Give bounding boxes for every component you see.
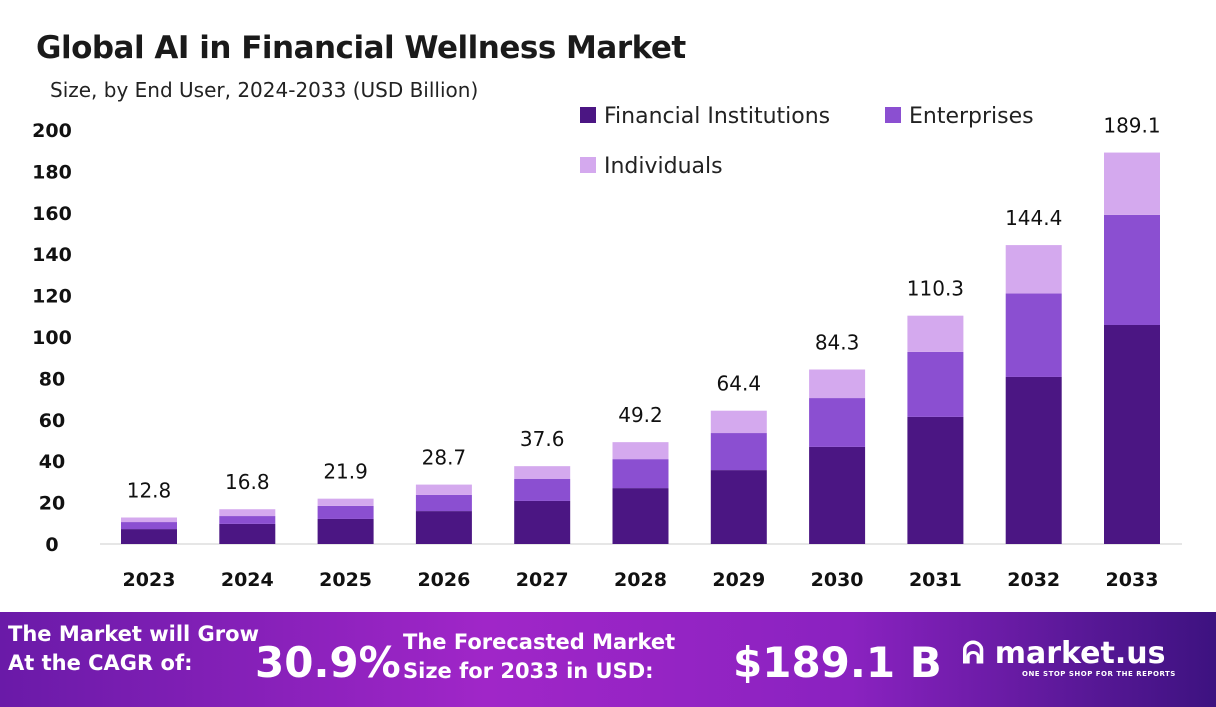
y-tick-label: 40 (39, 451, 65, 473)
forecast-value: $189.1 B (733, 638, 942, 687)
bar-segment (809, 446, 866, 544)
total-label: 37.6 (520, 427, 565, 451)
bar-segment (219, 516, 276, 524)
bar-segment (1104, 152, 1160, 215)
y-tick-label: 140 (32, 244, 72, 266)
total-label: 64.4 (717, 372, 762, 396)
bar-segment (612, 459, 669, 489)
legend-swatch (885, 107, 901, 123)
total-label: 28.7 (422, 446, 467, 470)
legend-swatch (580, 157, 596, 173)
cagr-value: 30.9% (255, 638, 401, 687)
bar-segment (219, 509, 276, 517)
bar-segment (415, 511, 472, 544)
bar-segment (415, 494, 472, 512)
bar-segment (1005, 293, 1062, 377)
x-tick-label: 2033 (1106, 569, 1159, 591)
total-label: 16.8 (225, 470, 270, 494)
x-tick-label: 2032 (1007, 569, 1060, 591)
y-tick-label: 0 (45, 534, 58, 556)
bar-segment (415, 484, 472, 495)
bar-segment (514, 500, 571, 544)
chart-title: Global AI in Financial Wellness Market (36, 30, 686, 66)
bar-segment (317, 518, 374, 544)
x-tick-label: 2023 (123, 569, 176, 591)
logo-tagline: ONE STOP SHOP FOR THE REPORTS (1022, 670, 1176, 678)
legend-swatch (580, 107, 596, 123)
legend-label: Individuals (604, 154, 723, 179)
logo-text: market.us (994, 636, 1166, 671)
total-label: 49.2 (618, 403, 663, 427)
cagr-label-1: The Market will Grow (8, 622, 259, 646)
bar-segment (907, 416, 964, 544)
bar-segment (121, 522, 177, 530)
x-tick-label: 2031 (909, 569, 962, 591)
bar-segment (710, 470, 767, 544)
bar-segment (1104, 214, 1160, 325)
y-tick-label: 180 (32, 161, 72, 183)
bar-segment (1005, 245, 1062, 294)
bar-segment (121, 529, 177, 544)
y-tick-label: 80 (39, 368, 65, 390)
bar-segment (809, 369, 866, 399)
bar-segment (1005, 376, 1062, 544)
legend-label: Enterprises (909, 104, 1034, 129)
bar-segment (121, 517, 177, 523)
bar-segment (612, 442, 669, 460)
legend-label: Financial Institutions (604, 104, 830, 129)
y-tick-label: 20 (39, 493, 65, 515)
bar-segment (710, 410, 767, 434)
total-label: 189.1 (1103, 114, 1160, 138)
x-tick-label: 2026 (417, 569, 470, 591)
x-tick-label: 2028 (614, 569, 667, 591)
x-tick-label: 2030 (811, 569, 864, 591)
bar-segment (514, 479, 571, 501)
total-label: 12.8 (127, 479, 172, 503)
bar-segment (1104, 324, 1160, 544)
bar-segment (710, 433, 767, 471)
chart-subtitle: Size, by End User, 2024-2033 (USD Billio… (50, 78, 479, 102)
x-tick-label: 2025 (319, 569, 372, 591)
bar-segment (317, 498, 374, 506)
bar-segment (809, 398, 866, 447)
y-tick-label: 100 (32, 327, 72, 349)
x-tick-label: 2029 (712, 569, 765, 591)
y-tick-label: 200 (32, 120, 72, 142)
market-us-logo: ᕱ market.us (962, 636, 1165, 671)
y-tick-label: 120 (32, 286, 72, 308)
x-tick-label: 2027 (516, 569, 569, 591)
forecast-label-1: The Forecasted Market (403, 630, 676, 654)
chart-svg: 0 20 40 60 80 100 120 140 160 180 200 2023 12.8 2024 1… (32, 104, 1182, 591)
total-label: 110.3 (907, 277, 964, 301)
x-tick-label: 2024 (221, 569, 274, 591)
bar-segment (317, 505, 374, 519)
y-tick-label: 60 (39, 410, 65, 432)
bar-segment (514, 466, 571, 480)
bar-segment (219, 523, 276, 544)
forecast-label-2: Size for 2033 in USD: (403, 659, 654, 683)
total-label: 21.9 (323, 460, 368, 484)
bar-segment (907, 315, 964, 352)
cagr-label-2: At the CAGR of: (8, 651, 193, 675)
bar-segment (612, 488, 669, 544)
total-label: 144.4 (1005, 206, 1062, 230)
logo-icon: ᕱ (962, 636, 985, 671)
y-tick-label: 160 (32, 203, 72, 225)
footer-banner: The Market will Grow At the CAGR of: 30.… (0, 612, 1216, 707)
bar-segment (907, 351, 964, 417)
total-label: 84.3 (815, 330, 860, 354)
